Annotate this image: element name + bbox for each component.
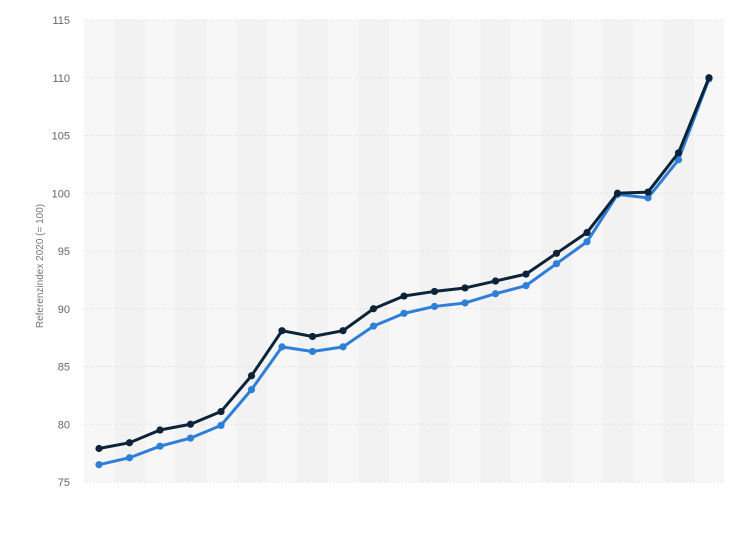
data-point[interactable] <box>278 327 286 335</box>
data-point[interactable] <box>583 228 591 237</box>
y-tick-label: 80 <box>58 419 70 431</box>
data-point[interactable] <box>95 444 103 453</box>
data-point[interactable] <box>674 156 683 164</box>
series-2 <box>95 74 713 453</box>
data-point[interactable] <box>217 407 225 416</box>
data-point[interactable] <box>461 284 469 292</box>
column-band <box>145 20 176 482</box>
data-point[interactable] <box>125 439 134 447</box>
data-point[interactable] <box>186 434 195 442</box>
data-point[interactable] <box>339 327 347 335</box>
column-bands <box>84 20 724 482</box>
data-point[interactable] <box>613 189 622 197</box>
y-axis-ticks: 75 80 85 90 95 100 105 110 115 <box>52 15 70 489</box>
data-point[interactable] <box>583 238 591 246</box>
y-tick-label: 85 <box>58 362 70 374</box>
series-1 <box>95 75 713 469</box>
data-point[interactable] <box>430 287 439 296</box>
data-point[interactable] <box>461 299 469 307</box>
data-point[interactable] <box>400 309 408 317</box>
column-band <box>602 20 633 482</box>
data-point[interactable] <box>339 343 347 351</box>
data-point[interactable] <box>552 249 561 257</box>
column-band <box>419 20 450 482</box>
data-point[interactable] <box>186 420 195 428</box>
y-tick-label: 90 <box>58 304 70 316</box>
data-point[interactable] <box>95 461 103 469</box>
column-band <box>236 20 267 482</box>
data-point[interactable] <box>674 149 683 157</box>
y-tick-label: 75 <box>58 477 70 489</box>
data-point[interactable] <box>247 372 256 380</box>
data-point[interactable] <box>491 277 500 285</box>
data-point[interactable] <box>217 421 225 430</box>
data-point[interactable] <box>644 194 652 202</box>
data-point[interactable] <box>644 188 652 196</box>
data-point[interactable] <box>552 260 561 268</box>
data-point[interactable] <box>430 302 439 311</box>
y-tick-label: 105 <box>52 131 70 143</box>
data-point[interactable] <box>369 322 378 330</box>
data-point[interactable] <box>705 74 713 82</box>
series-group <box>95 74 713 469</box>
y-tick-label: 100 <box>52 188 70 200</box>
y-axis-title: Referenzindex 2020 (= 100) <box>35 204 46 328</box>
data-point[interactable] <box>156 442 164 450</box>
data-point[interactable] <box>522 270 530 278</box>
data-point[interactable] <box>125 454 134 462</box>
data-point[interactable] <box>278 343 286 351</box>
data-point[interactable] <box>491 290 500 298</box>
data-point[interactable] <box>400 292 408 300</box>
data-point[interactable] <box>308 332 317 341</box>
y-tick-label: 115 <box>52 15 70 27</box>
data-point[interactable] <box>522 282 530 290</box>
y-tick-label: 95 <box>58 246 70 258</box>
y-tick-label: 110 <box>52 73 70 85</box>
column-band <box>511 20 542 482</box>
column-band <box>328 20 359 482</box>
data-point[interactable] <box>247 386 256 394</box>
data-point[interactable] <box>156 426 164 434</box>
data-point[interactable] <box>308 347 317 356</box>
data-point[interactable] <box>369 305 378 313</box>
